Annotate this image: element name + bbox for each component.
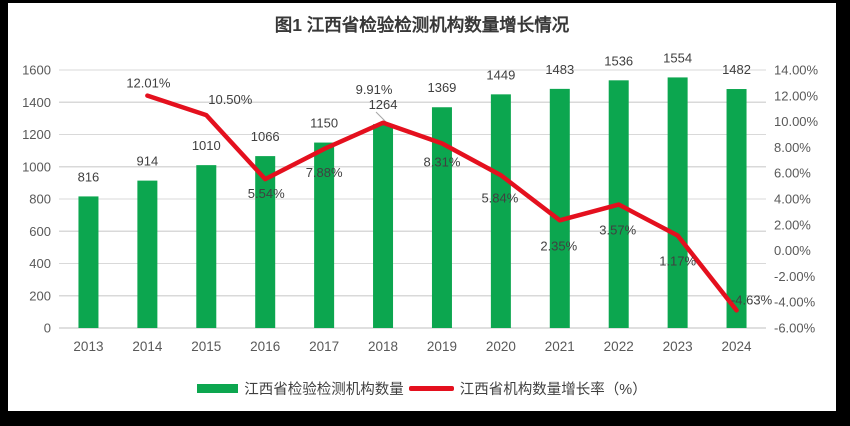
line-series-swatch-icon bbox=[408, 386, 454, 391]
bar-2017[interactable] bbox=[314, 142, 335, 328]
bar-2024[interactable] bbox=[726, 89, 747, 328]
left-axis-tick: 200 bbox=[29, 288, 51, 303]
right-axis-tick: 10.00% bbox=[774, 114, 819, 129]
legend-item-line-series[interactable]: 江西省机构数量增长率（%） bbox=[408, 378, 647, 399]
chart-title: 图1 江西省检验检测机构数量增长情况 bbox=[274, 15, 570, 35]
legend: 江西省检验检测机构数量 江西省机构数量增长率（%） bbox=[8, 378, 836, 399]
category-label-2014: 2014 bbox=[132, 339, 163, 354]
right-axis-tick: -6.00% bbox=[774, 321, 816, 336]
line-value-label-2015: 10.50% bbox=[208, 92, 253, 107]
line-value-label-2024: -4.63% bbox=[731, 292, 773, 307]
left-axis-tick: 1600 bbox=[22, 63, 51, 78]
bar-value-label-2023: 1554 bbox=[663, 50, 692, 65]
bar-2020[interactable] bbox=[490, 94, 511, 328]
bar-value-label-2022: 1536 bbox=[604, 53, 633, 68]
bar-value-label-2018: 1264 bbox=[369, 97, 398, 112]
category-label-2016: 2016 bbox=[250, 339, 280, 354]
category-label-2021: 2021 bbox=[545, 339, 575, 354]
category-label-2020: 2020 bbox=[486, 339, 516, 354]
left-axis-tick: 1400 bbox=[22, 95, 51, 110]
line-value-label-2023: 1.17% bbox=[659, 254, 696, 269]
line-value-label-2017: 7.88% bbox=[306, 165, 343, 180]
bar-value-label-2019: 1369 bbox=[427, 80, 456, 95]
left-axis-tick: 1200 bbox=[22, 127, 51, 142]
bar-value-label-2016: 1066 bbox=[251, 129, 280, 144]
line-value-label-2020: 5.84% bbox=[481, 190, 518, 205]
bar-2019[interactable] bbox=[431, 107, 452, 328]
left-axis-tick: 800 bbox=[29, 192, 51, 207]
category-label-2015: 2015 bbox=[191, 339, 221, 354]
bar-value-label-2015: 1010 bbox=[192, 138, 221, 153]
legend-label-bar-series: 江西省检验检测机构数量 bbox=[244, 382, 404, 398]
bar-2018[interactable] bbox=[373, 124, 394, 329]
bar-2013[interactable] bbox=[78, 196, 99, 328]
right-axis-tick: 6.00% bbox=[774, 166, 811, 181]
category-label-2022: 2022 bbox=[604, 339, 634, 354]
bar-value-label-2021: 1483 bbox=[545, 62, 574, 77]
bar-value-label-2024: 1482 bbox=[722, 62, 751, 77]
bar-series-swatch-icon bbox=[197, 384, 239, 393]
legend-label-line-series: 江西省机构数量增长率（%） bbox=[459, 382, 647, 398]
category-label-2013: 2013 bbox=[73, 339, 103, 354]
growth-rate-line[interactable] bbox=[145, 93, 739, 313]
bar-value-label-2014: 914 bbox=[137, 154, 159, 169]
bar-value-label-2017: 1150 bbox=[310, 116, 338, 131]
right-axis-tick: 4.00% bbox=[774, 192, 811, 207]
chart-area: 图1 江西省检验检测机构数量增长情况 0 200 400 600 800 1000 1200… bbox=[8, 3, 836, 411]
right-axis-tick: 0.00% bbox=[774, 243, 811, 258]
bar-value-label-2020: 1449 bbox=[486, 67, 515, 82]
right-axis-tick: -4.00% bbox=[774, 295, 816, 310]
category-label-2018: 2018 bbox=[368, 339, 398, 354]
bar-2016[interactable] bbox=[255, 156, 276, 328]
bar-2021[interactable] bbox=[549, 88, 570, 329]
category-label-2017: 2017 bbox=[309, 339, 339, 354]
bar-2015[interactable] bbox=[196, 165, 217, 328]
left-axis-tick: 600 bbox=[29, 224, 51, 239]
category-label-2024: 2024 bbox=[722, 339, 753, 354]
right-axis-tick: -2.00% bbox=[774, 269, 816, 284]
bar-2014[interactable] bbox=[137, 180, 158, 328]
right-axis-tick: 14.00% bbox=[774, 63, 819, 78]
category-label-2023: 2023 bbox=[663, 339, 693, 354]
right-axis-tick: 12.00% bbox=[774, 88, 819, 103]
plot-area: 0 200 400 600 800 1000 1200 1400 1600 -6.00% -4.00… bbox=[22, 50, 819, 354]
line-value-label-2014: 12.01% bbox=[126, 76, 171, 91]
right-axis-tick: 2.00% bbox=[774, 217, 811, 232]
line-value-label-2021: 2.35% bbox=[540, 238, 577, 253]
line-value-label-2018: 9.91% bbox=[356, 82, 393, 97]
left-axis-tick: 0 bbox=[44, 321, 51, 336]
line-value-label-2019: 8.31% bbox=[424, 154, 461, 169]
left-axis-tick: 400 bbox=[29, 256, 51, 271]
right-axis-tick: 8.00% bbox=[774, 140, 811, 155]
bar-value-label-2013: 816 bbox=[78, 169, 100, 184]
category-label-2019: 2019 bbox=[427, 339, 457, 354]
bar-2023[interactable] bbox=[667, 77, 688, 328]
line-value-label-2016: 5.54% bbox=[248, 186, 285, 201]
line-value-label-2022: 3.57% bbox=[599, 223, 636, 238]
legend-item-bar-series[interactable]: 江西省检验检测机构数量 bbox=[197, 378, 404, 399]
left-axis-tick: 1000 bbox=[22, 159, 51, 174]
